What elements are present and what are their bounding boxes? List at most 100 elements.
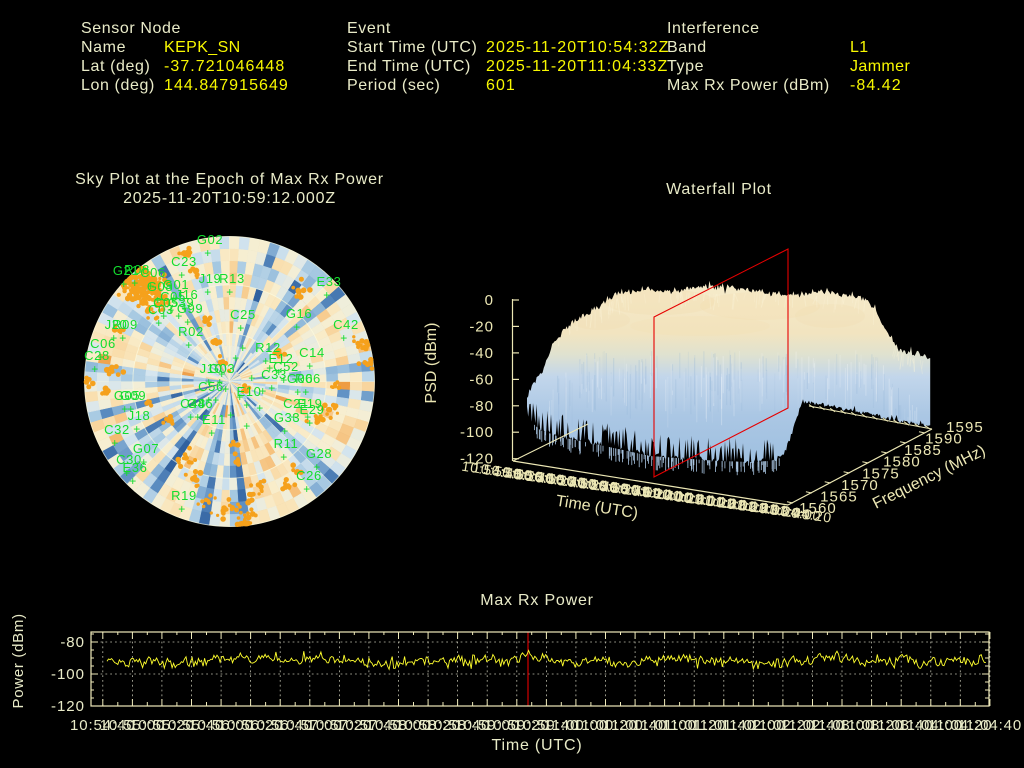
svg-text:R11: R11 [274, 436, 299, 451]
svg-text:1575: 1575 [862, 465, 900, 482]
svg-text:G07: G07 [133, 441, 159, 456]
svg-text:+: + [204, 285, 212, 299]
svg-text:+: + [218, 367, 226, 381]
svg-text:R12: R12 [255, 340, 281, 355]
svg-text:+: + [120, 277, 128, 291]
svg-text:10:59:20: 10:59:20 [484, 717, 550, 734]
svg-text:+: + [290, 410, 298, 424]
svg-text:0: 0 [485, 292, 494, 309]
svg-text:J16: J16 [176, 287, 199, 302]
svg-text:E19: E19 [298, 396, 323, 411]
svg-text:+: + [280, 450, 288, 464]
svg-text:G03: G03 [209, 361, 235, 376]
svg-text:+: + [111, 436, 119, 450]
svg-text:E33: E33 [317, 274, 342, 289]
svg-text:+: + [216, 375, 224, 389]
svg-text:1580: 1580 [883, 454, 921, 471]
svg-text:+: + [131, 276, 139, 290]
svg-text:+: + [194, 410, 202, 424]
svg-text:11:00:00: 11:00:00 [544, 717, 608, 734]
svg-text:G08: G08 [147, 279, 173, 294]
svg-text:+: + [205, 375, 213, 389]
svg-text:10:55:00: 10:55:00 [100, 717, 166, 734]
svg-text:11:00:20: 11:00:20 [573, 717, 637, 734]
svg-text:11:04:40: 11:04:40 [958, 717, 1022, 734]
svg-text:+: + [170, 291, 178, 305]
svg-text:10:56:40: 10:56:40 [247, 717, 313, 734]
svg-text:10:55:20: 10:55:20 [129, 717, 195, 734]
svg-text:C21: C21 [283, 396, 309, 411]
svg-text:+: + [175, 309, 183, 323]
svg-text:J20: J20 [105, 317, 128, 332]
svg-text:+: + [119, 331, 127, 345]
svg-text:11:04:20: 11:04:20 [928, 717, 992, 734]
svg-text:11:01:20: 11:01:20 [662, 717, 726, 734]
svg-text:1595: 1595 [946, 419, 984, 436]
svg-text:C32: C32 [104, 422, 130, 437]
svg-text:C52: C52 [273, 359, 299, 374]
svg-text:R06: R06 [295, 371, 321, 386]
svg-text:C05: C05 [153, 295, 179, 310]
svg-text:-120: -120 [460, 451, 494, 468]
svg-text:-80: -80 [60, 634, 85, 651]
svg-text:10:54:40: 10:54:40 [70, 717, 136, 734]
svg-text:+: + [256, 401, 264, 415]
svg-text:11:03:20: 11:03:20 [839, 717, 903, 734]
svg-text:G46: G46 [187, 396, 213, 411]
svg-text:E10: E10 [237, 384, 262, 399]
svg-text:-80: -80 [469, 398, 494, 415]
svg-text:10:58:40: 10:58:40 [425, 717, 491, 734]
svg-text:+: + [306, 359, 314, 373]
svg-text:C26: C26 [296, 468, 322, 483]
svg-text:E12: E12 [269, 351, 294, 366]
svg-text:11:02:00: 11:02:00 [721, 717, 785, 734]
svg-text:C33: C33 [261, 367, 287, 382]
svg-text:+: + [227, 408, 235, 422]
svg-text:C56: C56 [198, 379, 224, 394]
svg-text:E36: E36 [123, 460, 148, 475]
svg-text:+: + [133, 422, 141, 436]
svg-text:10:58:20: 10:58:20 [395, 717, 461, 734]
svg-text:+: + [302, 385, 310, 399]
svg-text:-20: -20 [469, 318, 494, 335]
svg-text:C14: C14 [299, 345, 325, 360]
svg-text:+: + [293, 320, 301, 334]
svg-text:+: + [222, 382, 230, 396]
svg-text:E29: E29 [300, 402, 325, 417]
svg-text:+: + [280, 373, 288, 387]
svg-text:11:04:00: 11:04:00 [899, 717, 963, 734]
svg-text:-60: -60 [469, 371, 494, 388]
svg-text:+: + [313, 460, 321, 474]
svg-text:11:02:20: 11:02:20 [751, 717, 815, 734]
svg-text:-100: -100 [460, 424, 494, 441]
svg-text:G21: G21 [113, 263, 139, 278]
svg-text:C25: C25 [230, 307, 256, 322]
svg-text:+: + [268, 381, 276, 395]
svg-text:+: + [236, 390, 244, 404]
svg-text:C28: C28 [84, 348, 110, 363]
svg-text:+: + [154, 293, 162, 307]
svg-text:+: + [140, 455, 148, 469]
svg-text:+: + [239, 341, 247, 355]
svg-text:1565: 1565 [820, 488, 858, 505]
svg-text:G33: G33 [274, 410, 300, 425]
svg-text:J19: J19 [199, 271, 222, 286]
svg-text:+: + [294, 385, 302, 399]
svg-text:11:03:00: 11:03:00 [810, 717, 874, 734]
svg-text:R08: R08 [124, 262, 150, 277]
svg-text:+: + [187, 410, 195, 424]
svg-text:+: + [243, 398, 251, 412]
svg-text:J18: J18 [128, 408, 151, 423]
svg-text:G39: G39 [168, 295, 194, 310]
svg-text:C23: C23 [171, 254, 197, 269]
svg-text:+: + [129, 474, 137, 488]
svg-text:C06: C06 [140, 265, 166, 280]
svg-text:C48: C48 [180, 396, 206, 411]
svg-text:10:57:20: 10:57:20 [307, 717, 373, 734]
svg-text:R13: R13 [219, 271, 245, 286]
svg-text:+: + [306, 416, 314, 430]
svg-text:+: + [226, 285, 234, 299]
svg-text:11:00:40: 11:00:40 [603, 717, 667, 734]
svg-text:+: + [121, 402, 129, 416]
svg-text:+: + [204, 246, 212, 260]
